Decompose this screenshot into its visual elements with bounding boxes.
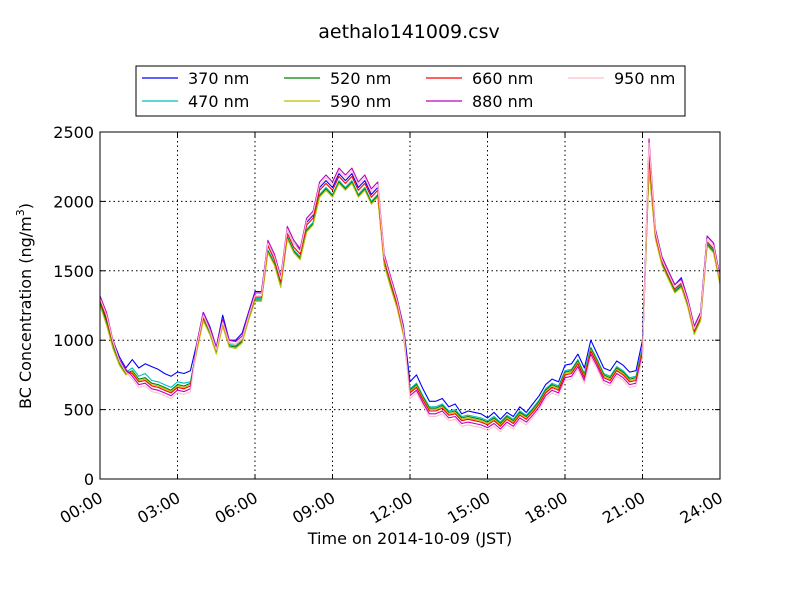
chart-title: aethalo141009.csv xyxy=(318,21,500,43)
x-tick-label: 12:00 xyxy=(367,488,416,528)
legend-frame xyxy=(135,65,686,117)
x-tick-label: 18:00 xyxy=(522,488,571,528)
x-tick-label: 09:00 xyxy=(289,488,338,528)
x-tick-label: 00:00 xyxy=(57,488,106,528)
legend-label: 520 nm xyxy=(330,69,391,88)
y-tick-label: 2000 xyxy=(53,192,94,211)
y-axis-title-superscript: 3 xyxy=(14,209,27,216)
x-tick-label: 03:00 xyxy=(134,488,183,528)
x-tick-label: 24:00 xyxy=(677,488,726,528)
y-axis-title-end: ) xyxy=(16,203,35,209)
legend: 370 nm 470 nm 520 nm 590 nm 660 nm 880 nm 950 … xyxy=(135,65,686,117)
x-tick-label: 21:00 xyxy=(599,488,648,528)
plot-area-frame xyxy=(99,131,721,480)
series-line-950-nm xyxy=(99,142,721,433)
y-tick-label: 1000 xyxy=(53,331,94,350)
x-axis-title: Time on 2014-10-09 (JST) xyxy=(307,529,512,548)
y-tick-label: 2500 xyxy=(53,123,94,142)
legend-label: 470 nm xyxy=(188,92,249,111)
grid-lines xyxy=(100,132,720,479)
axis-ticks xyxy=(99,131,721,480)
y-tick-label: 500 xyxy=(63,401,94,420)
y-tick-labels: 0 500 1000 1500 2000 2500 xyxy=(53,123,94,489)
legend-label: 660 nm xyxy=(472,69,533,88)
legend-label: 590 nm xyxy=(330,92,391,111)
y-tick-label: 0 xyxy=(84,470,94,489)
legend-items: 370 nm 470 nm 520 nm 590 nm 660 nm 880 nm 950 … xyxy=(142,69,675,111)
y-axis-title: BC Concentration (ng/m3) xyxy=(14,203,35,409)
legend-label: 950 nm xyxy=(614,69,675,88)
x-tick-label: 06:00 xyxy=(212,488,261,528)
series-lines xyxy=(99,138,721,433)
legend-label: 370 nm xyxy=(188,69,249,88)
y-tick-label: 1500 xyxy=(53,262,94,281)
x-tick-labels: 00:00 03:00 06:00 09:00 12:00 15:00 18:00 21:00… xyxy=(57,488,726,528)
x-tick-label: 15:00 xyxy=(444,488,493,528)
legend-label: 880 nm xyxy=(472,92,533,111)
y-axis-title-main: BC Concentration (ng/m xyxy=(16,216,35,409)
